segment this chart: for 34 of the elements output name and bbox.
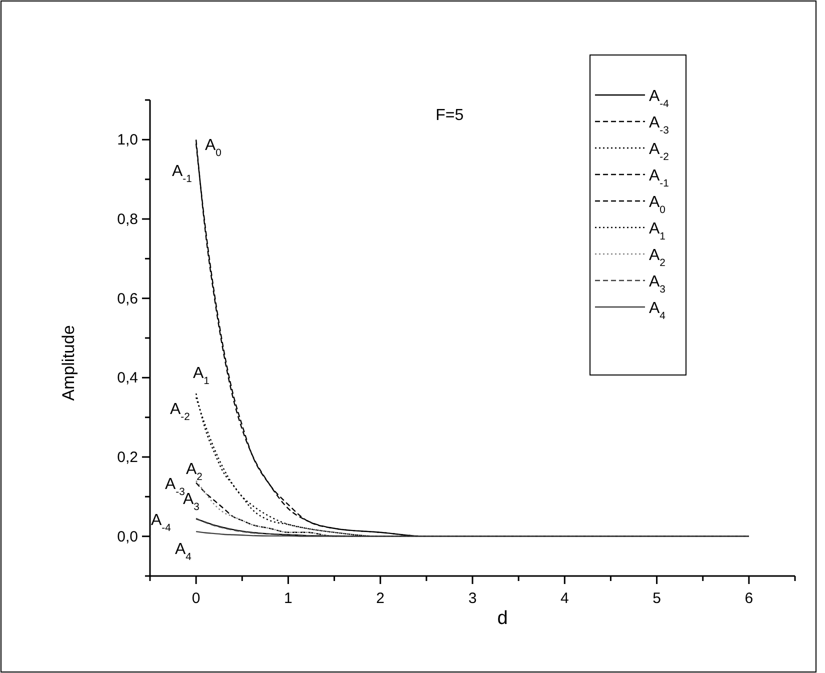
- annotation: A$_{1}$: [193, 365, 210, 386]
- legend-label: A$_{3}$: [649, 274, 666, 295]
- legend-label: A$_{-4}$: [649, 88, 670, 110]
- x-tick-label: 5: [652, 590, 661, 607]
- y-tick-label: 1,0: [117, 132, 138, 149]
- legend-label: A$_{2}$: [649, 247, 666, 268]
- annotation: A$_{-3}$: [165, 476, 186, 498]
- y-tick-label: 0,4: [117, 370, 138, 387]
- legend-label: A$_{-2}$: [649, 141, 670, 162]
- annotation: A$_{2}$: [186, 461, 203, 482]
- chart-title: F=5: [436, 106, 464, 124]
- legend-label: A$_{1}$: [649, 220, 666, 242]
- annotation: A$_{4}$: [175, 541, 192, 562]
- annotation: A$_{3}$: [183, 491, 200, 512]
- annotation: A$_{-2}$: [170, 401, 190, 422]
- y-tick-label: 0,2: [117, 449, 138, 466]
- legend-label: A$_{-1}$: [649, 168, 670, 189]
- legend-label: A$_{-3}$: [649, 114, 670, 136]
- legend-label: A$_{4}$: [649, 300, 666, 322]
- y-tick-label: 0,6: [117, 290, 138, 308]
- x-tick-label: 1: [284, 590, 292, 607]
- annotation: A$_{0}$: [205, 137, 222, 158]
- x-tick-label: 6: [744, 590, 754, 607]
- y-axis-title: Amplitude: [59, 325, 78, 401]
- x-axis-title: d: [497, 608, 508, 629]
- x-tick-label: 3: [468, 590, 477, 607]
- x-tick-label: 2: [376, 590, 385, 607]
- y-tick-label: 0,0: [117, 528, 138, 546]
- x-tick-label: 0: [192, 590, 200, 607]
- legend-label: A$_{0}$: [649, 194, 666, 216]
- y-tick-label: 0,8: [117, 211, 138, 228]
- annotation: A$_{-4}$: [151, 512, 172, 534]
- x-tick-label: 4: [560, 590, 569, 607]
- annotation: A$_{-1}$: [172, 163, 192, 184]
